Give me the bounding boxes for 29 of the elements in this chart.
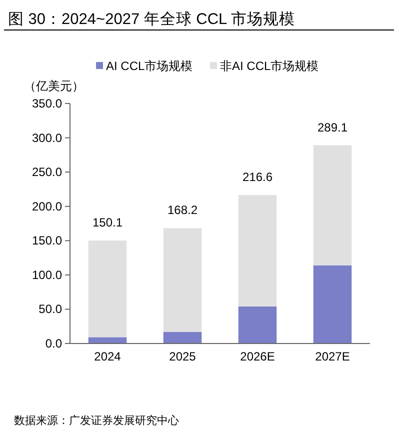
bar [313,265,352,344]
y-tick-label: 250.0 [32,165,62,180]
x-tick-label: 2027E [315,350,350,364]
bar [163,332,202,344]
y-tick-label: 50.0 [38,302,62,316]
y-tick-label: 200.0 [32,199,62,214]
y-tick-label: 300.0 [32,130,62,145]
bar [88,240,127,338]
bar [238,306,277,344]
x-tick-label: 2024 [94,350,122,364]
y-tick-label: 0.0 [45,336,62,350]
x-tick-label: 2026E [240,350,275,364]
y-tick-label: 100.0 [32,268,62,282]
legend-label: AI CCL市场规模 [106,59,193,73]
chart-title: 图 30：2024~2027 年全球 CCL 市场规模 [8,10,295,28]
y-axis-title: （亿美元） [24,79,84,93]
legend-label: 非AI CCL市场规模 [220,59,319,73]
total-label: 216.6 [242,170,273,184]
bar [88,337,127,344]
bar [238,194,277,306]
bar [163,228,202,332]
y-tick-label: 150.0 [32,234,62,248]
y-tick-label: 350.0 [32,96,62,110]
total-label: 150.1 [92,216,123,230]
bar [313,145,352,266]
total-label: 289.1 [317,120,348,134]
source-note: 数据来源：广发证券发展研究中心 [14,414,179,427]
x-tick-label: 2025 [169,350,196,364]
total-label: 168.2 [167,203,198,218]
